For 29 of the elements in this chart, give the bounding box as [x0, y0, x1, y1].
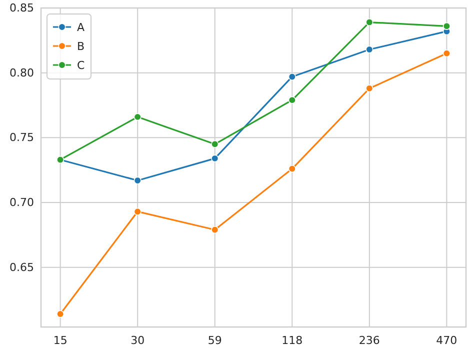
y-tick-label: 0.70 — [10, 196, 34, 210]
x-tick-label: 236 — [358, 334, 380, 347]
x-tick-label: 470 — [436, 334, 458, 347]
point — [366, 18, 374, 26]
point — [288, 96, 296, 104]
x-tick-label: 15 — [53, 334, 68, 347]
point — [288, 72, 296, 81]
point — [134, 176, 142, 184]
point — [288, 165, 296, 173]
point — [211, 226, 219, 234]
point — [211, 140, 219, 148]
point — [134, 113, 142, 121]
point — [134, 208, 142, 216]
y-tick-label: 0.85 — [10, 2, 34, 15]
point — [211, 154, 219, 162]
legend-label: B — [77, 40, 85, 53]
x-tick-label: 118 — [282, 334, 303, 347]
legend-label: A — [77, 21, 85, 34]
point — [366, 46, 374, 54]
point — [56, 310, 64, 318]
x-tick-label: 59 — [208, 334, 222, 347]
point — [442, 50, 450, 58]
y-tick-label: 0.75 — [10, 131, 34, 144]
point — [442, 22, 450, 30]
y-tick-label: 0.80 — [10, 66, 34, 80]
point — [366, 84, 374, 92]
legend-label: C — [77, 59, 85, 72]
x-tick-label: 30 — [130, 334, 145, 347]
y-tick-label: 0.65 — [10, 260, 34, 274]
